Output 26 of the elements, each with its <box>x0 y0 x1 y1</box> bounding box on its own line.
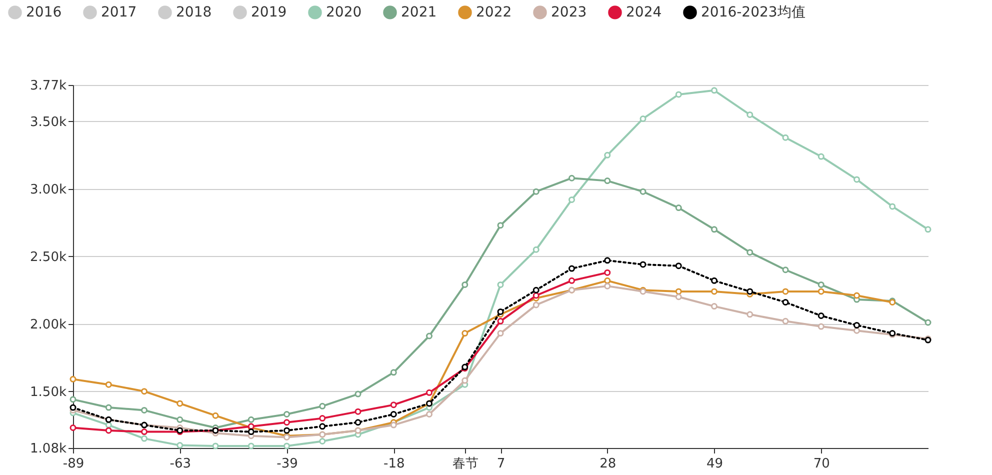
legend-label: 2021 <box>401 4 437 20</box>
legend-label: 2024 <box>626 4 662 20</box>
y-tick-label: 3.50k <box>30 114 67 130</box>
y-tick-label: 1.08k <box>30 442 67 456</box>
legend-label: 2016-2023均值 <box>701 4 806 20</box>
y-tick-label: 3.00k <box>30 182 67 198</box>
x-tick-label: 春节 <box>452 456 478 472</box>
legend-label: 2016 <box>26 4 62 20</box>
legend-label: 2020 <box>326 4 362 20</box>
legend-label: 2019 <box>251 4 287 20</box>
legend-label: 2022 <box>476 4 512 20</box>
x-tick-label: -18 <box>384 456 405 472</box>
legend-label: 2017 <box>101 4 137 20</box>
x-tick-label: 7 <box>496 456 506 472</box>
y-tick-label: 1.50k <box>30 384 67 400</box>
x-tick-label: -63 <box>170 456 191 472</box>
y-tick-label: 2.50k <box>30 250 67 265</box>
legend-label: 2023 <box>551 4 587 20</box>
x-tick-label: 70 <box>813 456 830 472</box>
y-tick-label: 3.77k <box>30 78 67 94</box>
x-tick-label: 49 <box>706 456 724 472</box>
y-tick-label: 2.00k <box>30 317 67 332</box>
x-tick-label: 28 <box>600 456 616 472</box>
x-tick-label: -89 <box>62 456 84 472</box>
x-tick-label: -39 <box>276 456 298 472</box>
legend-label: 2018 <box>176 4 212 20</box>
